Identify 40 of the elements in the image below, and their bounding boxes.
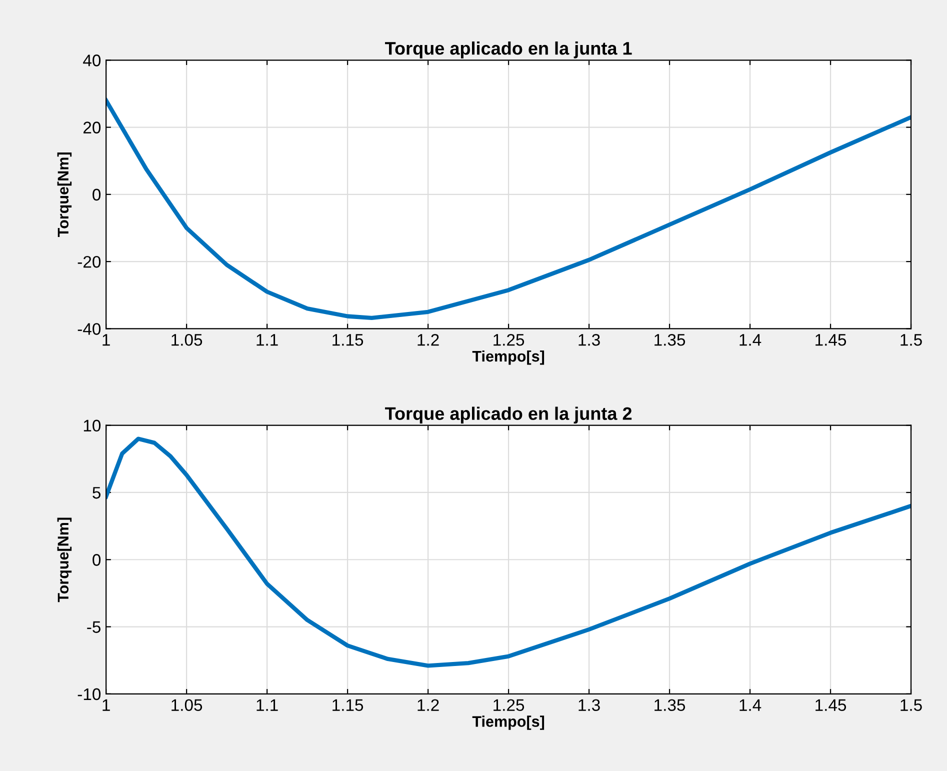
chart-title: Torque aplicado en la junta 2: [385, 406, 632, 424]
x-axis-title: Tiempo[s]: [472, 350, 544, 365]
x-tick-label: 1.4: [740, 699, 762, 711]
x-tick-label: 1.5: [900, 334, 922, 346]
x-tick-label: 1.25: [494, 699, 524, 712]
x-tick-label: 1: [102, 334, 110, 346]
x-tick-label: 1.15: [332, 334, 364, 346]
x-tick-label: 1.3: [578, 699, 600, 712]
y-axis-title: Torque[Nm]: [57, 518, 72, 602]
y-tick-label: -10: [78, 688, 101, 700]
x-axis-title: Tiempo[s]: [472, 716, 544, 730]
x-tick-label: 1.25: [494, 334, 524, 346]
x-tick-label: 1.05: [172, 334, 202, 346]
x-tick-label: 1.15: [332, 699, 364, 712]
y-tick-label: 5: [92, 487, 101, 499]
x-tick-label: 1.1: [256, 334, 278, 346]
chart-title: Torque aplicado en la junta 1: [385, 42, 632, 58]
y-tick-label: -20: [78, 256, 101, 268]
line-series: [106, 98, 912, 320]
x-tick-label: 1: [102, 699, 110, 711]
x-tick-label: 1.1: [256, 699, 278, 711]
x-tick-label: 1.35: [654, 699, 686, 712]
x-tick-label: 1.45: [816, 334, 846, 346]
y-tick-label: -40: [78, 323, 101, 335]
y-tick-label: 0: [92, 188, 101, 201]
y-tick-label: 10: [84, 420, 101, 432]
x-tick-label: 1.5: [900, 699, 922, 712]
x-tick-label: 1.4: [740, 334, 762, 346]
x-tick-label: 1.35: [654, 334, 686, 346]
y-tick-label: 40: [83, 54, 101, 66]
y-tick-label: -5: [87, 621, 101, 633]
y-axis-title: Torque[Nm]: [57, 152, 72, 237]
line-series: [106, 436, 912, 668]
x-tick-label: 1.05: [172, 699, 202, 712]
y-tick-label: 0: [92, 554, 101, 566]
x-tick-label: 1.3: [578, 334, 600, 346]
x-tick-label: 1.2: [418, 699, 439, 711]
x-tick-label: 1.45: [816, 699, 846, 712]
y-tick-label: 20: [84, 122, 101, 134]
x-tick-label: 1.2: [418, 334, 439, 346]
